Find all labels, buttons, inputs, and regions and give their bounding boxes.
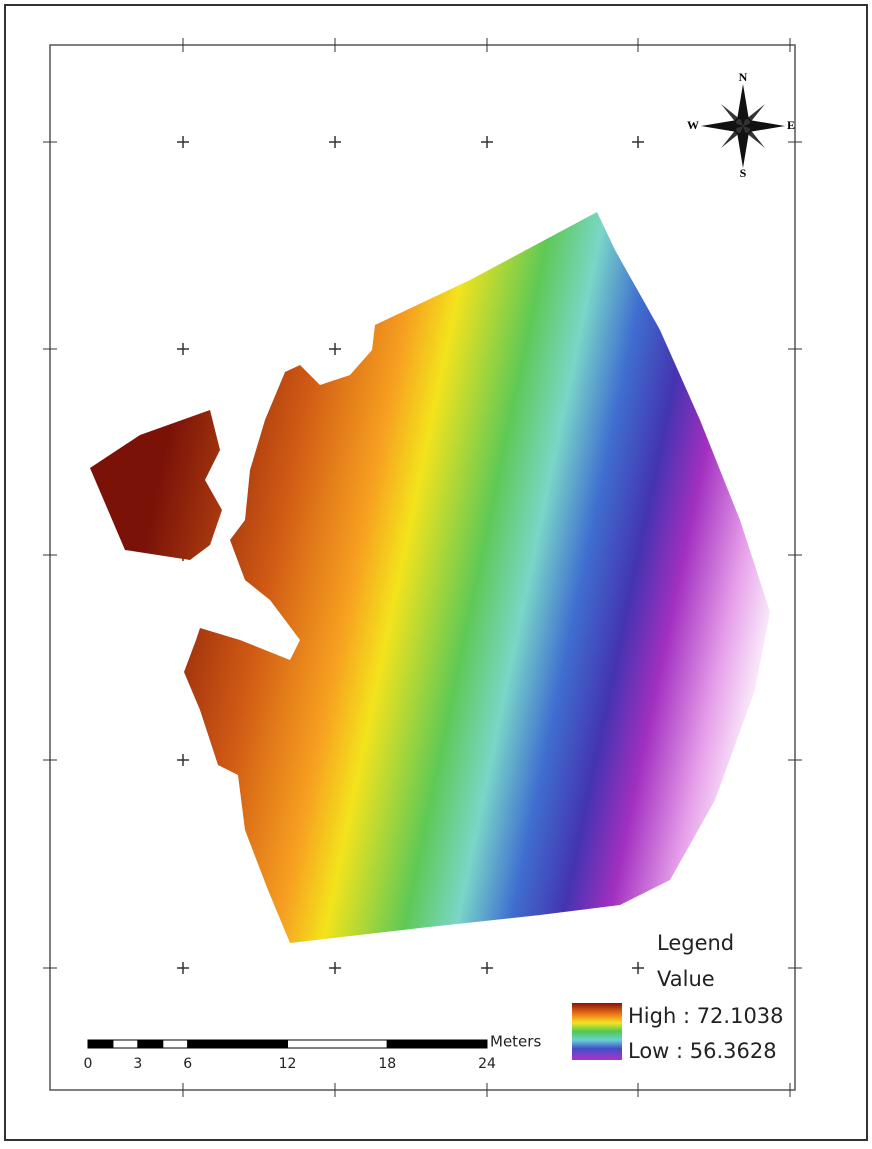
scale-segment bbox=[88, 1040, 113, 1048]
scale-label: 0 bbox=[84, 1056, 93, 1072]
grid-cross bbox=[177, 136, 189, 148]
scale-label: 3 bbox=[133, 1056, 142, 1072]
grid-cross bbox=[632, 962, 644, 974]
grid-cross bbox=[329, 962, 341, 974]
scale-segment bbox=[188, 1040, 288, 1048]
scale-segment bbox=[387, 1040, 487, 1048]
scale-segment bbox=[163, 1040, 188, 1048]
north-arrow: N S E W bbox=[687, 70, 795, 180]
scale-segment bbox=[138, 1040, 163, 1048]
legend-subtitle: Value bbox=[657, 967, 715, 991]
legend-high: High : 72.1038 bbox=[628, 1004, 784, 1028]
scale-unit: Meters bbox=[490, 1033, 541, 1051]
compass-label: N bbox=[739, 70, 748, 84]
color-ramp bbox=[572, 1003, 622, 1060]
scale-segment bbox=[288, 1040, 388, 1048]
grid-cross bbox=[329, 343, 341, 355]
legend-low: Low : 56.3628 bbox=[628, 1039, 777, 1063]
compass-label: S bbox=[740, 166, 747, 180]
grid-cross bbox=[481, 962, 493, 974]
map-figure: N S E W Legend Value High : 72.1038 Low … bbox=[0, 0, 872, 1145]
scale-label: 24 bbox=[478, 1056, 496, 1072]
elevation-surface bbox=[184, 212, 770, 943]
grid-cross bbox=[177, 754, 189, 766]
grid-cross bbox=[177, 343, 189, 355]
scale-segment bbox=[113, 1040, 138, 1048]
compass-label: E bbox=[787, 118, 795, 132]
scale-label: 12 bbox=[279, 1056, 297, 1072]
scale-label: 18 bbox=[378, 1056, 396, 1072]
elevation-surface bbox=[90, 410, 222, 560]
scale-label: 6 bbox=[183, 1056, 192, 1072]
grid-cross bbox=[177, 962, 189, 974]
grid-cross bbox=[632, 136, 644, 148]
grid-cross bbox=[329, 136, 341, 148]
grid-cross bbox=[481, 136, 493, 148]
scale-bar: Meters 0 3 6 12 18 24 bbox=[84, 1033, 542, 1073]
legend-title: Legend bbox=[657, 931, 734, 955]
compass-label: W bbox=[687, 118, 699, 132]
